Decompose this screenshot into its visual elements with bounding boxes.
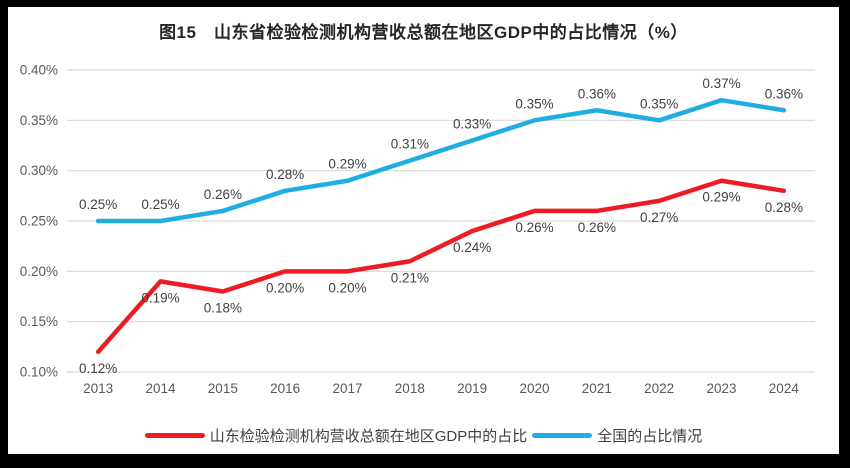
data-label: 0.26% [578, 220, 616, 235]
y-axis-tick-label: 0.30% [20, 163, 58, 178]
y-axis-tick-label: 0.35% [20, 113, 58, 128]
y-axis-tick-label: 0.10% [20, 365, 58, 380]
data-label: 0.19% [141, 290, 179, 305]
x-axis-tick-label: 2015 [208, 381, 238, 396]
legend-item-shandong: 山东检验检测机构营收总额在地区GDP中的占比 [144, 425, 528, 446]
x-axis-tick-label: 2016 [270, 381, 300, 396]
x-axis-tick-label: 2017 [332, 381, 362, 396]
data-label: 0.26% [515, 220, 553, 235]
y-axis-tick-label: 0.40% [20, 63, 58, 78]
x-axis-tick-label: 2020 [519, 381, 549, 396]
data-label: 0.36% [578, 86, 616, 101]
x-axis-tick-label: 2013 [83, 381, 113, 396]
x-axis-tick-label: 2024 [769, 381, 800, 396]
legend-item-national: 全国的占比情况 [532, 425, 702, 446]
data-label: 0.29% [702, 190, 740, 205]
data-label: 0.25% [141, 197, 179, 212]
y-axis-tick-label: 0.25% [20, 214, 58, 229]
data-label: 0.20% [328, 280, 366, 295]
data-label: 0.33% [453, 116, 491, 131]
x-axis-tick-label: 2022 [644, 381, 674, 396]
data-label: 0.35% [515, 96, 553, 111]
legend-swatch-shandong-line [144, 433, 205, 438]
y-axis-tick-label: 0.20% [20, 264, 58, 279]
series-line-1 [95, 97, 787, 224]
data-label: 0.18% [204, 300, 242, 315]
x-axis-tick-label: 2019 [457, 381, 487, 396]
data-label: 0.26% [204, 187, 242, 202]
data-label: 0.28% [765, 200, 803, 215]
legend-swatch-national-line [532, 433, 593, 438]
x-axis-tick-label: 2021 [582, 381, 612, 396]
legend-label-shandong: 山东检验检测机构营收总额在地区GDP中的占比 [209, 428, 528, 445]
x-axis-tick-label: 2014 [145, 381, 176, 396]
chart-legend: 山东检验检测机构营收总额在地区GDP中的占比 全国的占比情况 [8, 425, 839, 446]
data-label: 0.27% [640, 210, 678, 225]
data-label: 0.29% [328, 157, 366, 172]
y-axis-tick-label: 0.15% [20, 314, 58, 329]
x-axis-tick-label: 2023 [706, 381, 736, 396]
data-label: 0.12% [79, 361, 117, 376]
data-label: 0.20% [266, 280, 304, 295]
data-label: 0.36% [765, 86, 803, 101]
chart-card: 图15 山东省检验检测机构营收总额在地区GDP中的占比情况（%） 0.40% 0.… [8, 7, 839, 454]
data-label: 0.25% [79, 197, 117, 212]
x-axis-tick-label: 2018 [395, 381, 425, 396]
chart-title: 图15 山东省检验检测机构营收总额在地区GDP中的占比情况（%） [159, 23, 688, 42]
data-label: 0.37% [702, 76, 740, 91]
data-label: 0.35% [640, 96, 678, 111]
data-label: 0.28% [266, 167, 304, 182]
series-line-0 [95, 178, 787, 355]
line-chart-plot-area: 0.40% 0.35% 0.30% 0.25% 0.20% 0.15% 0.10% 2013 2… [20, 63, 815, 396]
legend-label-national: 全国的占比情况 [597, 428, 703, 445]
data-label: 0.21% [391, 270, 429, 285]
data-label: 0.31% [391, 137, 429, 152]
data-label: 0.24% [453, 240, 491, 255]
